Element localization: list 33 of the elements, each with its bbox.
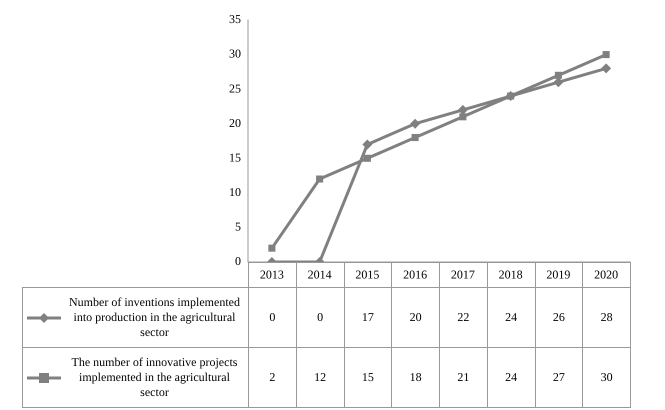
x-tick-label: 2019 <box>546 267 570 282</box>
x-tick-label: 2016 <box>403 267 428 282</box>
legend-label: Number of inventions implemented into production in the agricultural sector <box>68 295 241 340</box>
y-tick-label: 15 <box>229 150 241 164</box>
data-label: 24 <box>486 287 536 348</box>
data-label: 28 <box>582 287 631 348</box>
x-tick-label: 2020 <box>594 267 618 282</box>
data-label: 12 <box>296 347 344 408</box>
data-label: 26 <box>534 287 584 348</box>
y-tick-label: 25 <box>229 81 241 96</box>
x-tick-label: 2017 <box>450 267 475 282</box>
data-label: 15 <box>344 347 392 408</box>
data-label: 18 <box>391 347 440 408</box>
data-label: 17 <box>344 287 392 348</box>
y-tick-label: 0 <box>235 254 241 268</box>
x-tick-label: 2014 <box>308 267 332 282</box>
y-tick-label: 30 <box>229 46 241 61</box>
x-tick-label: 2015 <box>355 267 380 282</box>
data-label: 22 <box>439 287 488 348</box>
legend-label: The number of innovative projects implemented in the agricultural sector <box>70 355 238 400</box>
y-tick-label: 5 <box>235 220 241 234</box>
y-tick-label: 20 <box>229 116 241 130</box>
data-label: 30 <box>582 347 631 408</box>
data-label: 2 <box>248 347 297 408</box>
x-tick-label: 2018 <box>498 267 523 282</box>
data-label: 20 <box>391 287 440 348</box>
data-label: 24 <box>486 347 536 408</box>
y-tick-label: 35 <box>229 12 241 26</box>
data-label: 21 <box>439 347 488 408</box>
data-label: 0 <box>296 287 344 348</box>
x-tick-label: 2013 <box>260 267 284 282</box>
data-label: 27 <box>534 347 584 408</box>
y-tick-label: 10 <box>229 185 241 200</box>
